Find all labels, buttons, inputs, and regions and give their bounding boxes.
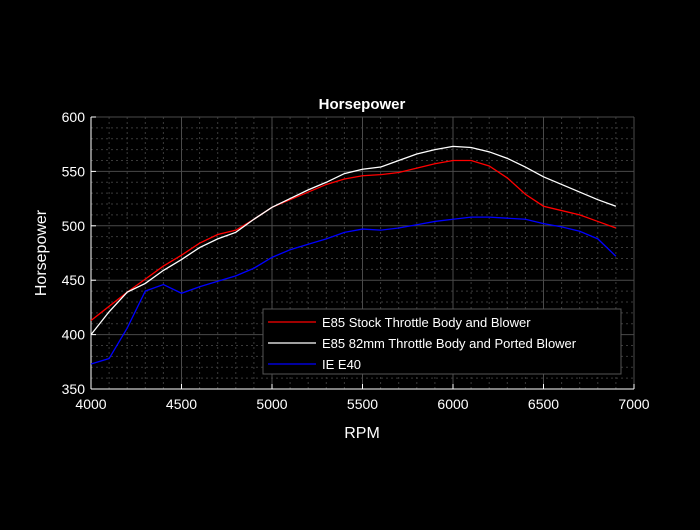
y-tick-label: 400: [62, 327, 86, 343]
legend-entry: IE E40: [322, 357, 361, 372]
legend-entry: E85 82mm Throttle Body and Ported Blower: [322, 336, 577, 351]
legend-entry: E85 Stock Throttle Body and Blower: [322, 315, 531, 330]
y-axis-label: Horsepower: [33, 209, 50, 296]
tick-labels: 4000 4500 5000 5500 6000 6500 7000 350 400 450 500…: [62, 109, 650, 412]
chart-title: Horsepower: [319, 96, 406, 113]
x-tick-label: 6500: [528, 396, 559, 412]
axes: [90, 116, 635, 390]
x-axis-label: RPM: [344, 425, 380, 442]
x-tick-label: 5500: [347, 396, 378, 412]
series-line: [90, 216, 617, 365]
x-tick-label: 7000: [618, 396, 649, 412]
series-lines: [90, 145, 617, 365]
y-tick-label: 350: [62, 381, 86, 397]
series-line: [90, 159, 617, 321]
y-tick-label: 450: [62, 272, 86, 288]
x-tick-label: 4500: [166, 396, 197, 412]
series-line: [90, 145, 617, 336]
y-tick-label: 550: [62, 163, 86, 179]
y-tick-label: 600: [62, 109, 86, 125]
x-tick-label: 4000: [75, 396, 106, 412]
y-tick-label: 500: [62, 218, 86, 234]
legend: E85 Stock Throttle Body and Blower E85 82…: [262, 308, 622, 375]
legend-box: [262, 308, 622, 375]
x-tick-label: 6000: [437, 396, 468, 412]
x-tick-label: 5000: [256, 396, 287, 412]
